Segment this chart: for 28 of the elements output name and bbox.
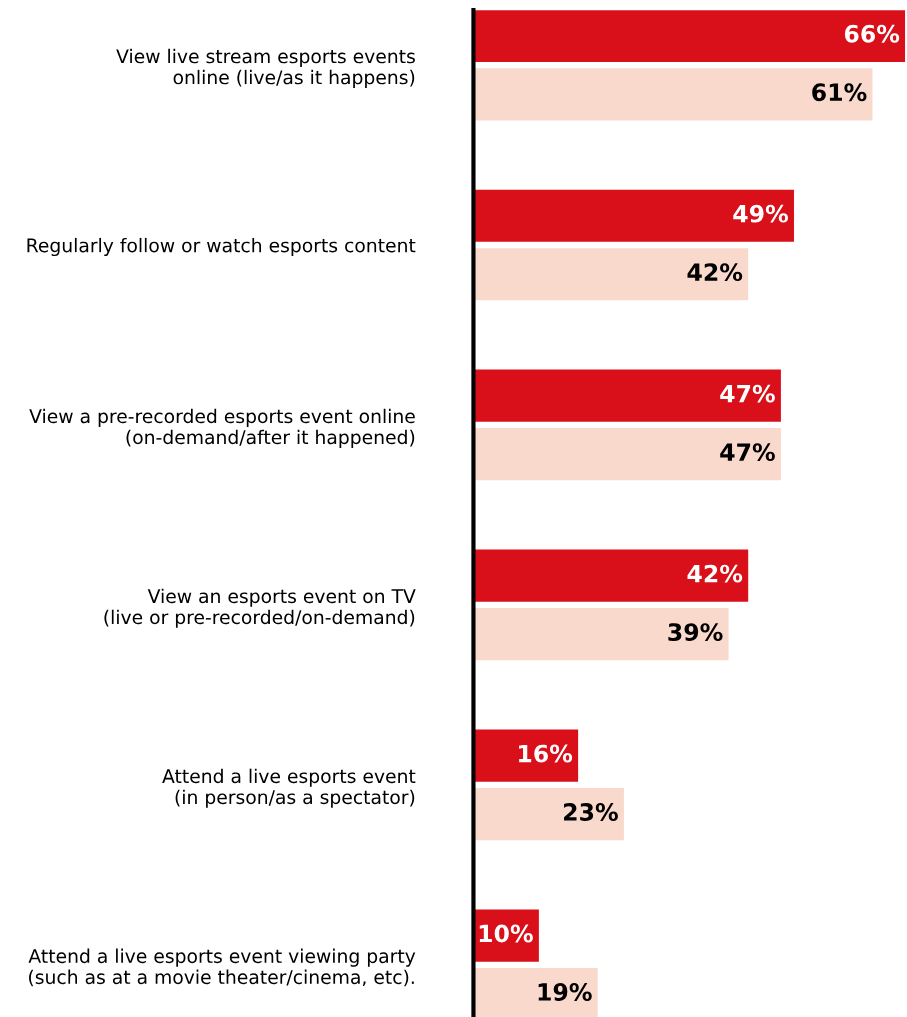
y-tick-label: View an esports event on TV (live or pre-recorded/on-demand) [104,588,416,628]
data-label: 66% [844,24,900,43]
bar [473,788,624,841]
data-label: 23% [564,803,618,821]
bar [473,549,749,602]
data-label: 39% [668,623,723,641]
data-label: 42% [687,564,743,583]
y-tick-label: Attend a live esports event viewing party (such as at a movie theater/cinema, etc). [28,948,416,987]
bar [473,10,906,62]
bar [473,369,781,422]
bar [473,729,579,782]
y-tick-label: View a pre-recorded esports event online (on-demand/after it happened) [29,408,415,448]
y-tick-label: Regularly follow or watch esports content [27,237,416,257]
data-label: 16% [519,744,573,763]
data-label: 61% [812,83,867,102]
bar [473,608,729,661]
data-label: 19% [538,983,592,1001]
bar [473,189,794,242]
data-label: 47% [720,443,775,462]
data-label: 49% [733,204,788,223]
bar [473,428,781,481]
bar [473,68,873,121]
bar [473,248,749,301]
y-tick-label: View live stream esports events online (live/as it happens) [116,48,415,88]
y-tick-label: Attend a live esports event (in person/as a spectator) [162,768,416,808]
data-label: 42% [687,263,743,282]
data-label: 10% [479,924,533,943]
data-label: 47% [720,384,775,403]
